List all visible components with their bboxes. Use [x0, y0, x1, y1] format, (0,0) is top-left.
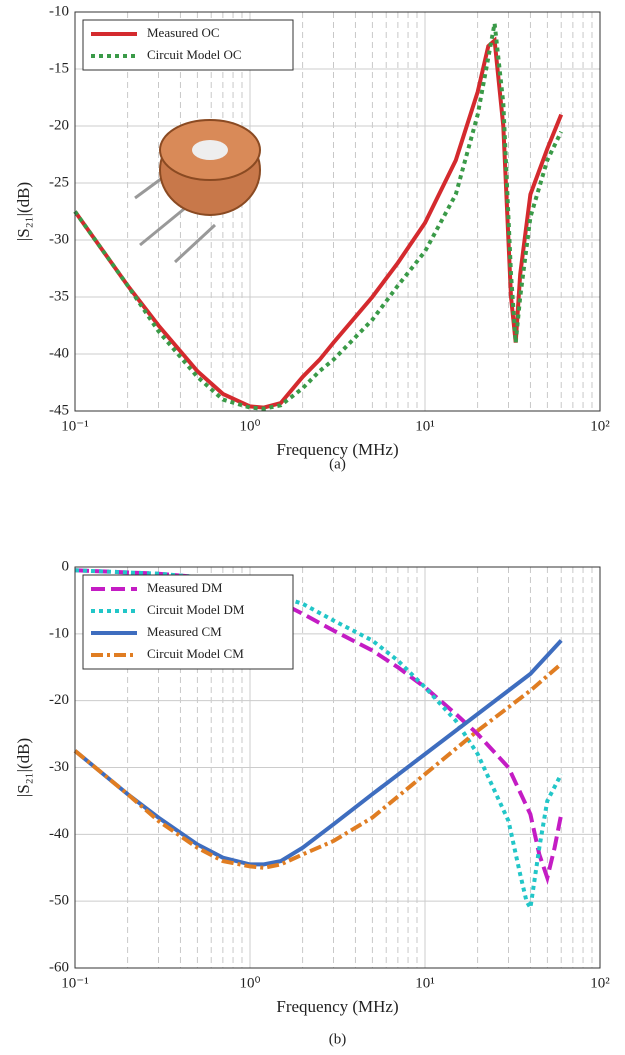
legend-label: Measured DM [147, 580, 223, 595]
plot-area [75, 12, 600, 411]
series-line [73, 639, 563, 867]
series-line [73, 662, 563, 870]
x-tick-label: 10⁻¹ [61, 975, 88, 991]
y-axis-label: |S₂₁|(dB) [14, 738, 33, 797]
legend-label: Measured OC [147, 25, 220, 40]
chart: 10⁻¹ 10⁰ 10¹ 10² -45 -40 -35 -30 -25 -20 -15 -10 Fr… [14, 3, 610, 472]
x-tick-label: 10¹ [415, 975, 435, 991]
caption: (b) [329, 1031, 347, 1047]
y-tick-label: 0 [62, 558, 70, 574]
x-axis-label: Frequency (MHz) [276, 440, 398, 459]
toroid-inset [134, 119, 261, 264]
y-tick-label: -10 [49, 625, 69, 641]
series-line [73, 23, 563, 411]
y-tick-label: -50 [49, 893, 69, 909]
x-tick-label: 10² [590, 418, 610, 434]
legend: Measured DM Circuit Model DM Measured CM Ci… [82, 574, 294, 670]
legend: Measured OC Circuit Model OC [82, 19, 294, 71]
chart: 10⁻¹ 10⁰ 10¹ 10² -60 -50 -40 -30 -20 -10 0 Frequenc… [14, 558, 610, 1047]
series-line [73, 36, 564, 410]
x-tick-label: 10⁰ [239, 975, 260, 991]
y-tick-label: -45 [49, 402, 69, 418]
caption: (a) [329, 456, 346, 472]
y-tick-label: -40 [49, 345, 69, 361]
axes-frame [74, 11, 601, 412]
y-tick-label: -60 [49, 959, 69, 975]
y-tick-label: -25 [49, 174, 69, 190]
axes-frame [74, 566, 601, 969]
y-tick-label: -35 [49, 288, 69, 304]
legend-label: Measured CM [147, 624, 222, 639]
y-tick-label: -15 [49, 60, 69, 76]
x-tick-label: 10⁻¹ [61, 418, 88, 434]
legend-label: Circuit Model CM [147, 646, 244, 661]
legend-box [82, 19, 294, 71]
x-axis-label: Frequency (MHz) [276, 997, 398, 1016]
y-tick-label: -10 [49, 3, 69, 19]
y-tick-label: -20 [49, 692, 69, 708]
x-tick-label: 10⁰ [239, 418, 260, 434]
series-line [74, 568, 563, 914]
x-tick-label: 10² [590, 975, 610, 991]
x-tick-label: 10¹ [415, 418, 435, 434]
y-tick-label: -30 [49, 231, 69, 247]
y-axis-label: |S₂₁|(dB) [14, 182, 33, 241]
y-tick-label: -20 [49, 117, 69, 133]
y-tick-label: -30 [49, 759, 69, 775]
legend-label: Circuit Model DM [147, 602, 245, 617]
y-tick-label: -40 [49, 826, 69, 842]
legend-label: Circuit Model OC [147, 47, 242, 62]
